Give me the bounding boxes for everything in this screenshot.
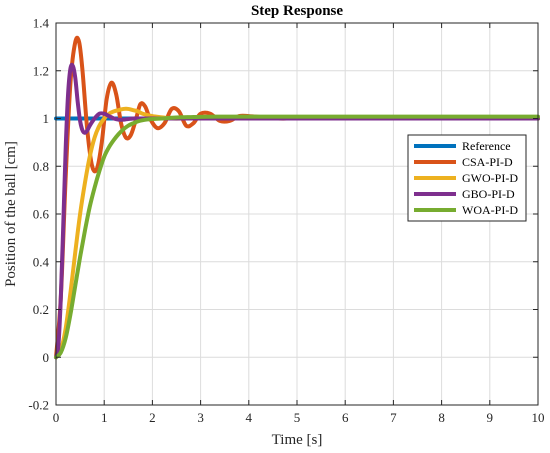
y-tick-label: 1.2 — [33, 63, 49, 78]
x-tick-label: 1 — [101, 410, 108, 425]
y-tick-label: 0.2 — [33, 302, 49, 317]
legend-label: WOA-PI-D — [462, 203, 518, 217]
chart-title: Step Response — [251, 3, 343, 19]
y-tick-label: 0.6 — [33, 207, 50, 222]
legend-label: Reference — [462, 139, 511, 153]
y-tick-label: -0.2 — [28, 398, 49, 413]
legend-label: GWO-PI-D — [462, 171, 518, 185]
series-line-woa-pi-d — [54, 114, 540, 360]
legend-box — [407, 134, 527, 222]
x-tick-label: 7 — [390, 410, 397, 425]
x-tick-label: 0 — [53, 410, 60, 425]
x-tick-label: 6 — [342, 410, 349, 425]
axis-ticks: 0 1 2 3 4 5 6 7 8 9 10 -0.2 0 0.2 0.4 0.6 0.8 1 1.2 1.4 — [28, 16, 544, 426]
plot-lines — [54, 35, 540, 360]
x-tick-label: 9 — [487, 410, 494, 425]
x-tick-label: 10 — [532, 410, 545, 425]
x-tick-label: 8 — [438, 410, 445, 425]
legend-label: CSA-PI-D — [462, 155, 513, 169]
x-tick-label: 5 — [294, 410, 301, 425]
y-tick-label: 1.4 — [33, 16, 50, 31]
y-tick-label: 1 — [43, 111, 50, 126]
x-tick-label: 4 — [246, 410, 253, 425]
legend: Reference CSA-PI-D GWO-PI-D GBO-PI-D WOA-PI-… — [407, 134, 527, 222]
x-tick-label: 3 — [197, 410, 204, 425]
y-tick-label: 0.8 — [33, 159, 49, 174]
y-tick-label: 0.4 — [33, 254, 50, 269]
legend-label: GBO-PI-D — [462, 187, 515, 201]
x-axis-title: Time [s] — [272, 432, 323, 448]
y-tick-label: 0 — [43, 350, 50, 365]
x-tick-label: 2 — [149, 410, 156, 425]
y-axis-title: Position of the ball [cm] — [3, 141, 19, 287]
